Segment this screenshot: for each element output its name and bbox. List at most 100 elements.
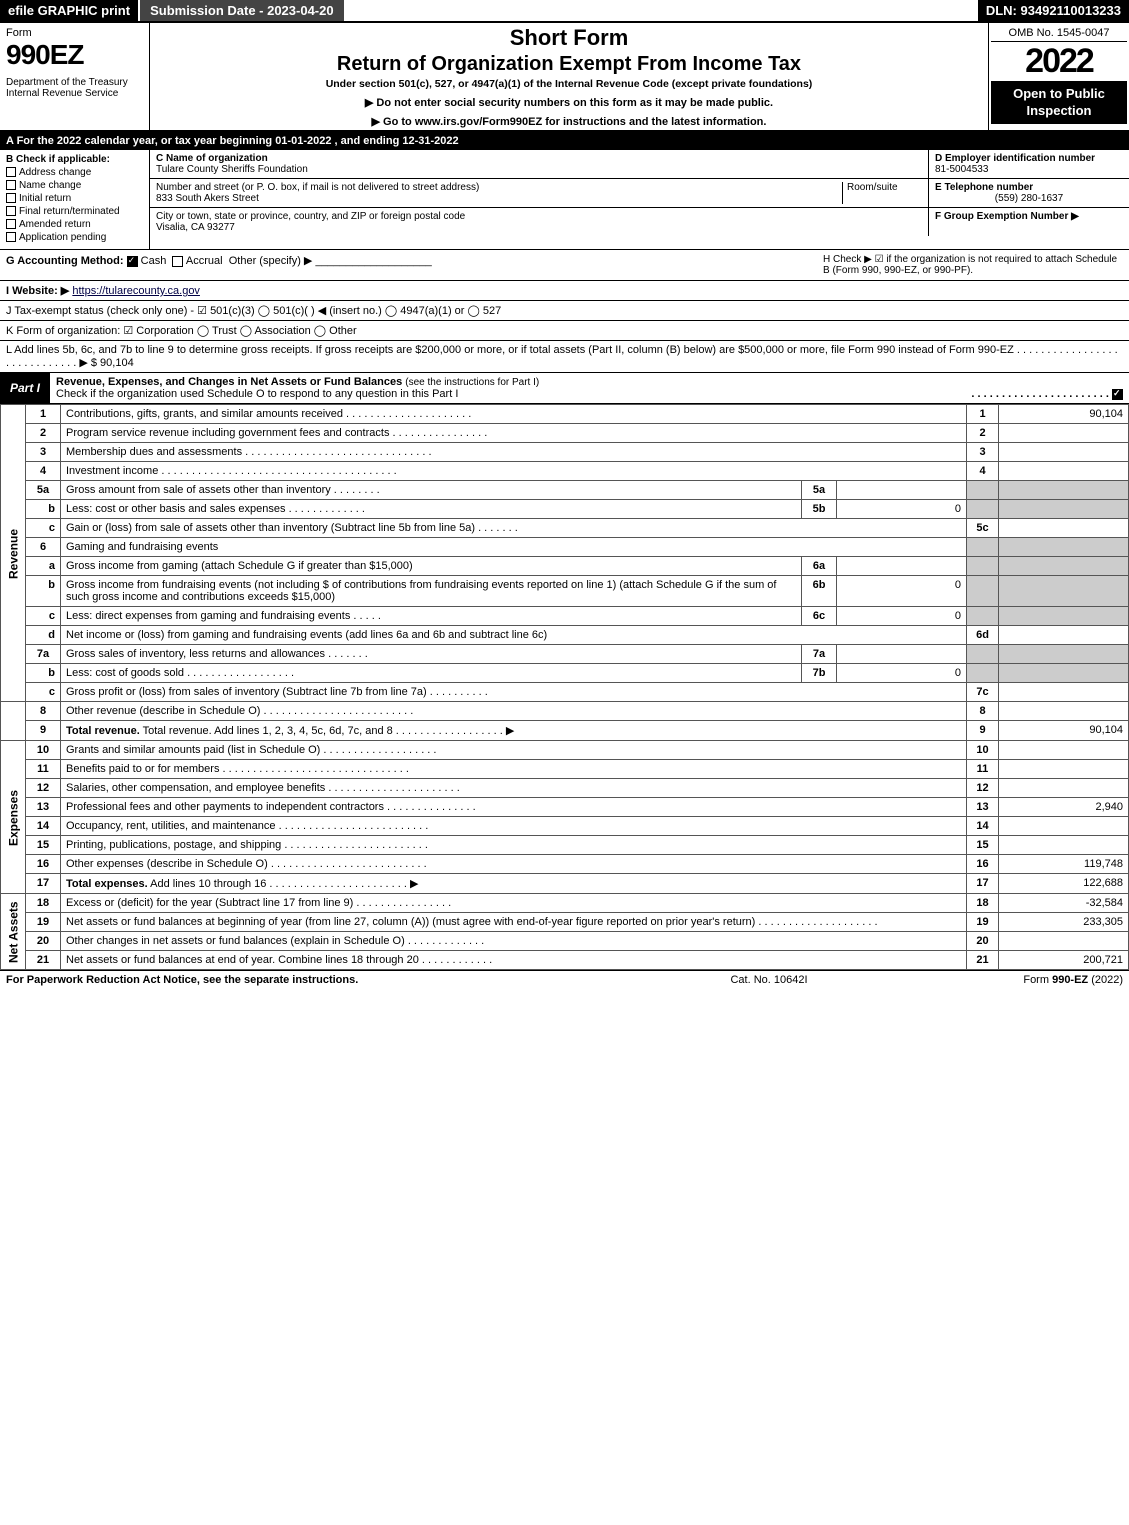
line-19-desc: Net assets or fund balances at beginning… (61, 913, 967, 932)
gross-receipts-row: L Add lines 5b, 6c, and 7b to line 9 to … (0, 341, 1129, 373)
line-11-desc: Benefits paid to or for members . . . . … (61, 760, 967, 779)
line-21-val: 200,721 (999, 951, 1129, 970)
line-7b-desc: Less: cost of goods sold . . . . . . . .… (61, 664, 802, 683)
revenue-side-label: Revenue (1, 405, 26, 702)
open-inspection: Open to Public Inspection (991, 82, 1127, 124)
site-link-line: ▶ Go to www.irs.gov/Form990EZ for instru… (156, 115, 982, 128)
line-7c-desc: Gross profit or (loss) from sales of inv… (61, 683, 967, 702)
line-20-desc: Other changes in net assets or fund bala… (61, 932, 967, 951)
line-12-val (999, 779, 1129, 798)
chk-name-change[interactable]: Name change (6, 180, 143, 191)
dept-label: Department of the Treasury Internal Reve… (6, 77, 143, 99)
line-6a-midval (837, 557, 967, 576)
chk-accrual[interactable] (172, 256, 183, 267)
line-15-desc: Printing, publications, postage, and shi… (61, 836, 967, 855)
footer-right: Form 990-EZ (2022) (1023, 974, 1123, 986)
website-row: I Website: ▶ https://tularecounty.ca.gov (0, 281, 1129, 301)
omb-number: OMB No. 1545-0047 (991, 25, 1127, 42)
line-6b-midval: 0 (837, 576, 967, 607)
chk-initial-return[interactable]: Initial return (6, 193, 143, 204)
chk-cash[interactable] (127, 256, 138, 267)
line-6-desc: Gaming and fundraising events (61, 538, 967, 557)
line-4-val (999, 462, 1129, 481)
line-18-desc: Excess or (deficit) for the year (Subtra… (61, 894, 967, 913)
form-header: Form 990EZ Department of the Treasury In… (0, 23, 1129, 132)
e-label: E Telephone number (935, 182, 1123, 193)
chk-amended-return[interactable]: Amended return (6, 219, 143, 230)
part-i-title: Revenue, Expenses, and Changes in Net As… (50, 373, 1129, 403)
form-number: 990EZ (6, 39, 143, 71)
line-6b-desc: Gross income from fundraising events (no… (61, 576, 802, 607)
line-7b-midval: 0 (837, 664, 967, 683)
phone-cell: E Telephone number (559) 280-1637 (929, 179, 1129, 208)
dln-label: DLN: 93492110013233 (978, 0, 1129, 21)
part-i-table: Revenue 1 Contributions, gifts, grants, … (0, 404, 1129, 970)
ein-cell: D Employer identification number 81-5004… (929, 150, 1129, 179)
line-6a-desc: Gross income from gaming (attach Schedul… (61, 557, 802, 576)
page-footer: For Paperwork Reduction Act Notice, see … (0, 970, 1129, 989)
b-label: B Check if applicable: (6, 154, 143, 165)
header-right: OMB No. 1545-0047 2022 Open to Public In… (989, 23, 1129, 130)
line-16-desc: Other expenses (describe in Schedule O) … (61, 855, 967, 874)
schedule-o-check[interactable]: . . . . . . . . . . . . . . . . . . . . … (971, 388, 1123, 400)
instructions-text[interactable]: ▶ Go to www.irs.gov/Form990EZ for instru… (372, 116, 767, 128)
info-grid: B Check if applicable: Address change Na… (0, 150, 1129, 250)
line-6d-desc: Net income or (loss) from gaming and fun… (61, 626, 967, 645)
line-1-val: 90,104 (999, 405, 1129, 424)
group-exempt-cell: F Group Exemption Number ▶ (929, 208, 1129, 225)
line-14-desc: Occupancy, rent, utilities, and maintena… (61, 817, 967, 836)
footer-left: For Paperwork Reduction Act Notice, see … (6, 974, 515, 986)
line-7c-val (999, 683, 1129, 702)
f-label: F Group Exemption Number ▶ (935, 211, 1079, 222)
line-11-val (999, 760, 1129, 779)
line-6d-val (999, 626, 1129, 645)
part-i-tab: Part I (0, 378, 50, 398)
short-form-title: Short Form (156, 25, 982, 51)
line-1-desc: Contributions, gifts, grants, and simila… (61, 405, 967, 424)
phone-value: (559) 280-1637 (935, 193, 1123, 204)
room-suite: Room/suite (842, 182, 922, 204)
line-9-desc: Total revenue. Total revenue. Add lines … (61, 721, 967, 741)
footer-mid: Cat. No. 10642I (515, 974, 1024, 986)
tax-exempt-row: J Tax-exempt status (check only one) - ☑… (0, 301, 1129, 321)
submission-date: Submission Date - 2023-04-20 (138, 0, 344, 21)
chk-final-return[interactable]: Final return/terminated (6, 206, 143, 217)
line-13-desc: Professional fees and other payments to … (61, 798, 967, 817)
street-label: Number and street (or P. O. box, if mail… (156, 182, 842, 193)
website-link[interactable]: https://tularecounty.ca.gov (72, 285, 200, 297)
return-title: Return of Organization Exempt From Incom… (156, 53, 982, 76)
org-form-row: K Form of organization: ☑ Corporation ◯ … (0, 321, 1129, 341)
line-5b-midval: 0 (837, 500, 967, 519)
schedule-b-check: H Check ▶ ☑ if the organization is not r… (823, 254, 1123, 276)
city-value: Visalia, CA 93277 (156, 222, 922, 233)
top-bar: efile GRAPHIC print Submission Date - 20… (0, 0, 1129, 23)
header-left: Form 990EZ Department of the Treasury In… (0, 23, 150, 130)
line-21-desc: Net assets or fund balances at end of ye… (61, 951, 967, 970)
header-center: Short Form Return of Organization Exempt… (150, 23, 989, 130)
line-6c-midval: 0 (837, 607, 967, 626)
ssn-warning: ▶ Do not enter social security numbers o… (156, 96, 982, 109)
d-label: D Employer identification number (935, 153, 1123, 164)
line-16-val: 119,748 (999, 855, 1129, 874)
line-3-val (999, 443, 1129, 462)
line-5b-desc: Less: cost or other basis and sales expe… (61, 500, 802, 519)
chk-application-pending[interactable]: Application pending (6, 232, 143, 243)
line-7a-desc: Gross sales of inventory, less returns a… (61, 645, 802, 664)
line-2-val (999, 424, 1129, 443)
line-10-val (999, 741, 1129, 760)
line-2-desc: Program service revenue including govern… (61, 424, 967, 443)
line-17-val: 122,688 (999, 874, 1129, 894)
line-18-val: -32,584 (999, 894, 1129, 913)
chk-address-change[interactable]: Address change (6, 167, 143, 178)
line-20-val (999, 932, 1129, 951)
section-b: B Check if applicable: Address change Na… (0, 150, 150, 249)
line-5a-desc: Gross amount from sale of assets other t… (61, 481, 802, 500)
line-14-val (999, 817, 1129, 836)
street-row: Number and street (or P. O. box, if mail… (150, 179, 928, 208)
accounting-method: G Accounting Method: Cash Accrual Other … (6, 254, 823, 276)
form-label: Form (6, 27, 143, 39)
line-5c-val (999, 519, 1129, 538)
efile-label[interactable]: efile GRAPHIC print (0, 0, 138, 21)
col-right: D Employer identification number 81-5004… (929, 150, 1129, 236)
street-value: 833 South Akers Street (156, 193, 842, 204)
